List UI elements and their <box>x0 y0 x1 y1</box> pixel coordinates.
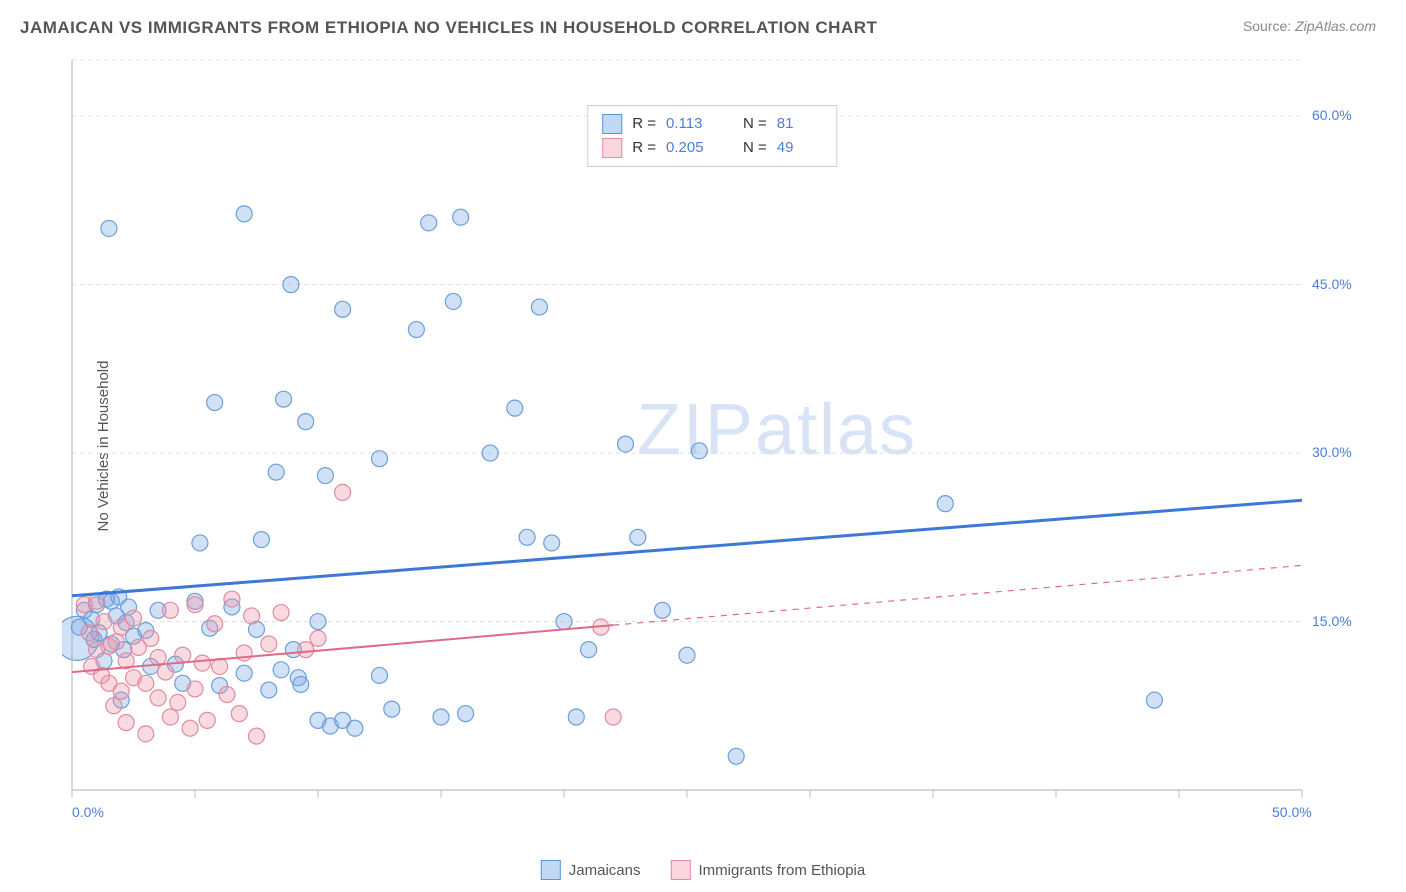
n-label: N = <box>743 136 767 160</box>
y-tick-label: 15.0% <box>1312 613 1352 629</box>
x-tick-label: 50.0% <box>1272 804 1312 820</box>
source-label: Source: <box>1243 18 1291 34</box>
legend-swatch-pink <box>670 860 690 880</box>
legend-swatch-pink <box>602 138 622 158</box>
chart-area: ZIPatlas R = 0.113 N = 81 R = 0.205 N = … <box>62 50 1362 810</box>
legend-row-jamaicans: R = 0.113 N = 81 <box>602 112 822 136</box>
chart-title: JAMAICAN VS IMMIGRANTS FROM ETHIOPIA NO … <box>20 18 877 38</box>
r-value-1: 0.113 <box>666 112 711 136</box>
legend-swatch-blue <box>602 114 622 134</box>
bottom-legend-jamaicans: Jamaicans <box>541 860 641 880</box>
source-attribution: Source: ZipAtlas.com <box>1243 18 1376 34</box>
y-tick-label: 45.0% <box>1312 276 1352 292</box>
r-value-2: 0.205 <box>666 136 711 160</box>
bottom-legend: Jamaicans Immigrants from Ethiopia <box>541 860 865 880</box>
bottom-legend-label-1: Jamaicans <box>569 862 641 879</box>
r-label: R = <box>632 136 656 160</box>
bottom-legend-ethiopia: Immigrants from Ethiopia <box>670 860 865 880</box>
legend-row-ethiopia: R = 0.205 N = 49 <box>602 136 822 160</box>
y-tick-label: 60.0% <box>1312 107 1352 123</box>
x-tick-label: 0.0% <box>72 804 104 820</box>
n-value-1: 81 <box>777 112 822 136</box>
bottom-legend-label-2: Immigrants from Ethiopia <box>698 862 865 879</box>
r-label: R = <box>632 112 656 136</box>
n-value-2: 49 <box>777 136 822 160</box>
n-label: N = <box>743 112 767 136</box>
y-tick-label: 30.0% <box>1312 444 1352 460</box>
legend-swatch-blue <box>541 860 561 880</box>
correlation-legend-box: R = 0.113 N = 81 R = 0.205 N = 49 <box>587 105 837 167</box>
source-value: ZipAtlas.com <box>1295 18 1376 34</box>
